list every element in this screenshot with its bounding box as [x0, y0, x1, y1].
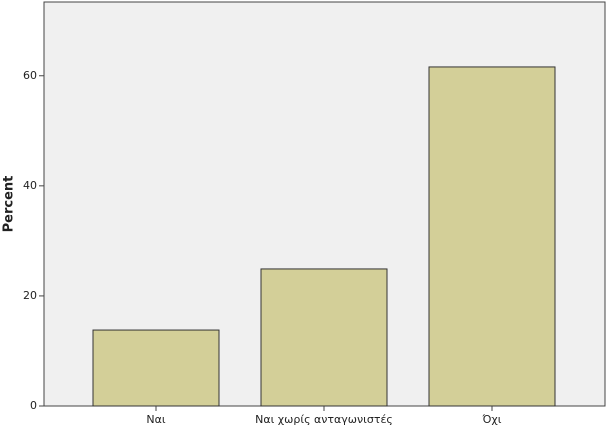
- bar: [260, 268, 388, 407]
- y-tick-label: 40: [23, 179, 37, 192]
- bar: [428, 66, 556, 407]
- x-tick-label: Ναι: [146, 413, 165, 426]
- y-tick-label: 20: [23, 289, 37, 302]
- y-tick-label: 60: [23, 69, 37, 82]
- y-axis-title: Percent: [2, 176, 17, 233]
- bar: [92, 329, 220, 407]
- x-tick-label: Όχι: [481, 413, 501, 426]
- x-tick-label: Ναι χωρίς ανταγωνιστές: [255, 413, 393, 426]
- y-tick-label: 0: [30, 399, 37, 412]
